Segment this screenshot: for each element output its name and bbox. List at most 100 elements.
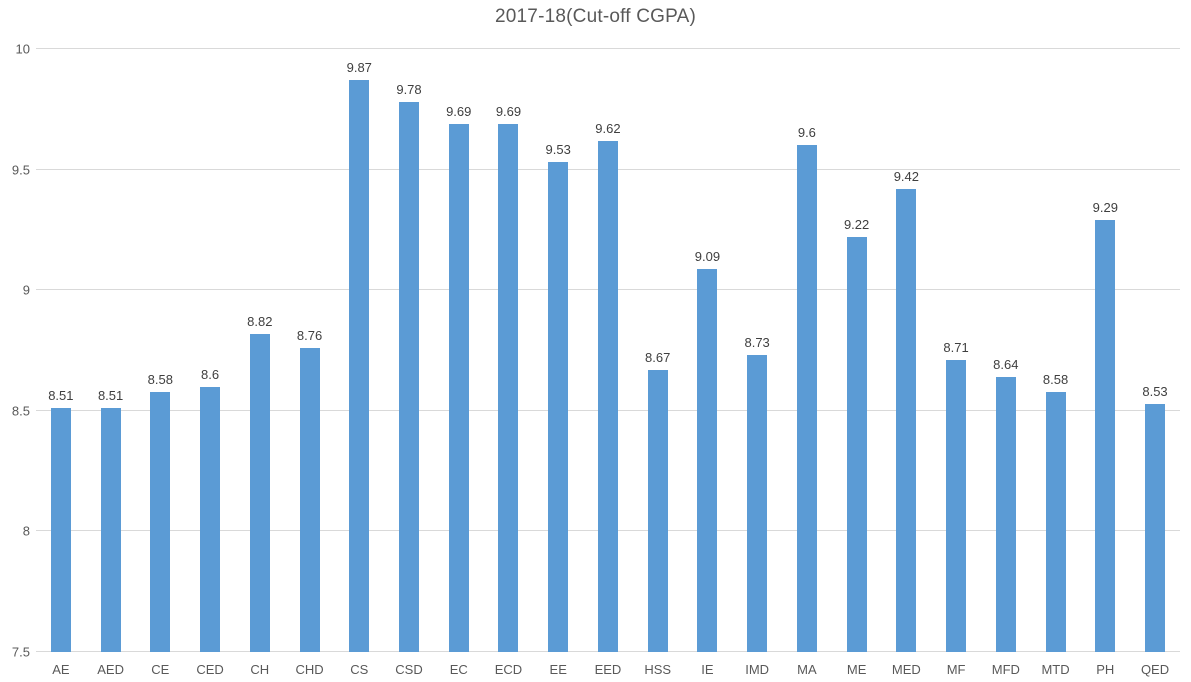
bar-column: 9.62 EED xyxy=(583,49,633,676)
bar-value-label: 8.64 xyxy=(993,357,1019,373)
x-axis-category-label: QED xyxy=(1140,662,1170,677)
bar xyxy=(299,348,320,652)
x-axis-category-label: MA xyxy=(797,662,817,677)
x-axis-category-label: MTD xyxy=(1041,662,1070,677)
bar-value-label: 9.69 xyxy=(495,103,522,119)
bar-column: 9.09 IE xyxy=(683,49,733,677)
chart-title: 2017-18(Cut-off CGPA) xyxy=(495,6,696,27)
x-axis-category-label: IE xyxy=(701,662,714,677)
x-axis-category-label: ECD xyxy=(494,662,523,677)
bar xyxy=(150,391,171,652)
x-axis-category-label: PH xyxy=(1096,662,1115,677)
bar-value-label: 8.76 xyxy=(296,328,323,344)
bar xyxy=(1045,391,1066,652)
bar-value-label: 8.58 xyxy=(147,371,173,387)
bar xyxy=(747,355,768,652)
bar-value-label: 9.42 xyxy=(893,168,919,184)
y-axis-tick-label: 10 xyxy=(15,41,30,57)
x-axis-category-label: AED xyxy=(97,662,124,677)
bar xyxy=(1095,220,1116,652)
bar xyxy=(995,377,1016,652)
bar-column: 9.78 CSD xyxy=(384,49,434,676)
bar-value-label: 9.6 xyxy=(797,125,816,141)
bar-value-label: 8.67 xyxy=(645,349,671,365)
bar xyxy=(448,123,469,652)
x-axis-category-label: EC xyxy=(449,662,468,677)
bar xyxy=(796,145,817,652)
x-axis-category-label: HSS xyxy=(644,662,672,677)
bar-column: 8.76 CHD xyxy=(285,49,335,676)
bar-series: 8.51 AE 8.51 AED 8.58 CE 8.6 CED 8.82 CH 8.76 CHD 9.… xyxy=(36,49,1180,677)
bar-column: 8.73 IMD xyxy=(732,49,782,676)
x-axis-category-label: CED xyxy=(196,662,224,677)
x-axis-category-label: IMD xyxy=(745,662,770,677)
bar-column: 9.29 PH xyxy=(1080,49,1130,676)
y-axis-tick-label: 8.5 xyxy=(11,403,30,419)
bar xyxy=(100,408,121,652)
bar xyxy=(399,102,419,652)
bar-value-label: 8.58 xyxy=(1042,371,1069,387)
bar-column: 8.58 MTD xyxy=(1031,49,1081,676)
bar-column: 8.64 MFD xyxy=(981,49,1031,676)
bar-value-label: 9.53 xyxy=(545,142,571,158)
bar-column: 9.53 EE xyxy=(533,49,583,676)
gridline xyxy=(36,48,1180,49)
bar-value-label: 8.6 xyxy=(201,366,220,382)
x-axis-category-label: CH xyxy=(250,662,270,677)
x-axis-category-label: EED xyxy=(594,662,622,677)
bar xyxy=(597,140,618,652)
bar-column: 9.42 MED xyxy=(881,49,931,676)
y-axis-tick-label: 9 xyxy=(22,282,30,298)
bar-column: 8.82 CH xyxy=(235,49,285,676)
bar-value-label: 9.22 xyxy=(843,217,870,233)
x-axis-category-label: CSD xyxy=(395,662,423,677)
bar-value-label: 8.71 xyxy=(943,340,969,356)
bar-value-label: 9.09 xyxy=(694,248,721,264)
y-axis: 10 9.5 9 8.5 8 7.5 xyxy=(0,43,30,659)
bar-column: 8.58 CE xyxy=(135,49,185,676)
x-axis-category-label: MED xyxy=(891,662,921,677)
bar xyxy=(249,333,270,652)
x-axis-category-label: CS xyxy=(350,662,369,677)
y-axis-tick-label: 9.5 xyxy=(11,162,30,178)
x-axis-category-label: CE xyxy=(151,662,170,677)
bar-column: 8.51 AED xyxy=(86,49,136,676)
plot-area: 8.51 AE 8.51 AED 8.58 CE 8.6 CED 8.82 CH 8.76 CHD 9.… xyxy=(36,48,1180,677)
bar xyxy=(697,268,718,652)
bar xyxy=(1145,403,1166,652)
bar xyxy=(548,162,569,652)
x-axis-category-label: CHD xyxy=(295,662,324,677)
bar xyxy=(50,408,71,652)
bar-value-label: 9.29 xyxy=(1092,200,1118,216)
bar-column: 8.71 MF xyxy=(931,49,981,676)
y-axis-tick-label: 8 xyxy=(22,523,30,539)
bar-column: 9.6 MA xyxy=(782,49,832,676)
bar-column: 9.87 CS xyxy=(334,49,384,676)
x-axis-category-label: MFD xyxy=(991,662,1020,677)
bar-column: 8.67 HSS xyxy=(633,49,683,676)
bar xyxy=(846,237,867,652)
bar-value-label: 8.51 xyxy=(48,388,74,404)
bar-column: 8.51 AE xyxy=(36,49,86,676)
bar-value-label: 9.78 xyxy=(396,82,422,98)
bar-column: 8.6 CED xyxy=(185,49,235,676)
bar xyxy=(200,386,221,652)
bar-column: 9.69 ECD xyxy=(484,49,534,676)
bar xyxy=(946,360,967,652)
bar-value-label: 8.82 xyxy=(247,313,273,329)
bar-value-label: 9.62 xyxy=(595,120,621,136)
bar-value-label: 8.51 xyxy=(97,388,124,404)
x-axis-category-label: AE xyxy=(52,662,70,677)
bar-column: 9.69 EC xyxy=(434,49,484,676)
x-axis-category-label: ME xyxy=(846,662,867,677)
x-axis-category-label: EE xyxy=(549,662,567,677)
bar-value-label: 8.73 xyxy=(744,335,770,351)
y-axis-tick-label: 7.5 xyxy=(11,644,30,660)
bar xyxy=(647,369,668,652)
bar xyxy=(896,188,917,652)
bar-value-label: 8.53 xyxy=(1142,383,1168,399)
bar-value-label: 9.87 xyxy=(346,60,372,76)
bar-column: 9.22 ME xyxy=(832,49,882,676)
bar xyxy=(498,123,519,652)
